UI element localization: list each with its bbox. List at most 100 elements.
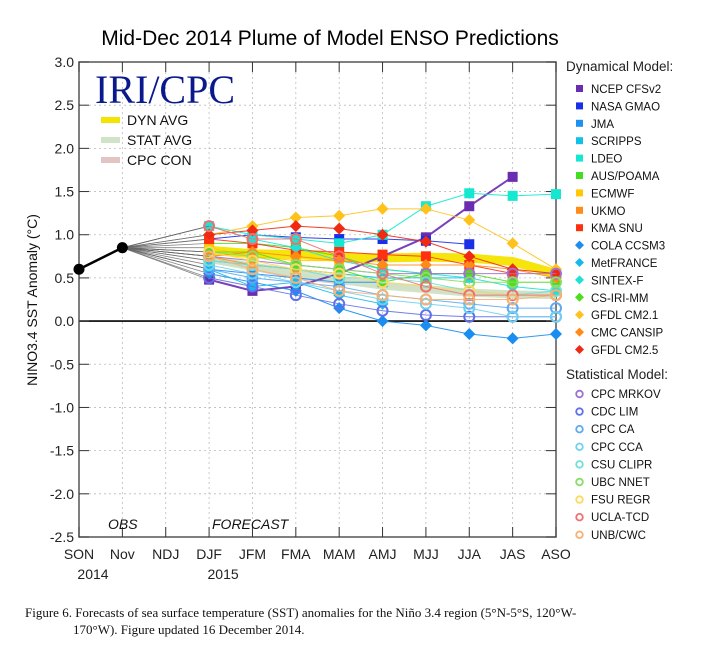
- legend-item-csu-clipr: CSU CLIPR: [575, 459, 652, 471]
- legend-item-jma: JMA: [576, 119, 614, 131]
- legend-marker: [575, 345, 584, 354]
- legend-label: SCRIPPS: [591, 136, 642, 148]
- legend-item-cdc-lim: CDC LIM: [575, 407, 638, 419]
- data-point: [246, 267, 259, 280]
- legend-item-unb-cwc: UNB/CWC: [575, 530, 646, 542]
- x-tick-label: JFM: [239, 546, 266, 562]
- data-point: [507, 190, 518, 201]
- data-point: [333, 271, 346, 284]
- legend-marker: [576, 154, 583, 162]
- legend-marker: [575, 310, 584, 320]
- data-point: [419, 309, 432, 322]
- obs-label: OBS: [108, 516, 138, 532]
- data-point: [506, 302, 519, 315]
- data-point: [419, 293, 432, 306]
- data-point: [463, 267, 476, 280]
- data-point: [246, 271, 259, 284]
- data-point: [550, 302, 562, 315]
- data-point: [246, 250, 259, 263]
- legend-label: UCLA-TCD: [591, 512, 649, 524]
- data-point: [203, 246, 216, 258]
- data-point: [419, 319, 432, 332]
- legend-label: UKMO: [591, 206, 626, 218]
- data-point: [246, 254, 259, 267]
- x-tick-label: ASO: [541, 546, 571, 562]
- legend-marker: [576, 224, 583, 232]
- legend-item-ldeo: LDEO: [576, 154, 622, 166]
- obs-connector: [122, 247, 210, 262]
- iri-cpc-logo: IRI/CPC: [95, 67, 235, 112]
- data-point: [289, 211, 302, 224]
- x-tick-label: DJF: [196, 546, 222, 562]
- data-point: [333, 267, 346, 280]
- data-point: [506, 276, 519, 289]
- data-point: [333, 222, 346, 235]
- legend-marker: [575, 240, 584, 250]
- y-tick-label: 1.0: [55, 227, 75, 243]
- series-line: [209, 238, 513, 275]
- legend-item-cpc-cca: CPC CCA: [575, 442, 643, 454]
- legend-label: COLA CCSM3: [591, 241, 665, 253]
- obs-connector: [122, 225, 210, 249]
- legend-marker: [576, 119, 583, 127]
- data-point: [203, 254, 216, 267]
- y-tick-label: -1.5: [50, 443, 74, 459]
- data-point: [203, 250, 216, 263]
- data-point: [463, 297, 476, 310]
- legend-marker: [575, 407, 584, 416]
- data-point: [506, 293, 519, 306]
- obs-connector: [122, 247, 210, 274]
- data-point: [333, 284, 346, 297]
- legend-item-ubc-nnet: UBC NNET: [575, 477, 650, 489]
- legend-label: CS-IRI-MM: [591, 293, 649, 305]
- obs-connector: [122, 247, 210, 279]
- legend-label: CPC CA: [591, 424, 635, 436]
- data-point: [246, 233, 259, 246]
- legend-marker: [576, 189, 583, 197]
- series-line: [208, 251, 556, 296]
- legend-marker: [576, 206, 583, 214]
- legend-label: CDC LIM: [591, 407, 638, 419]
- legend-label: UNB/CWC: [591, 530, 646, 542]
- data-point: [506, 267, 519, 280]
- legend-marker: [576, 102, 583, 110]
- data-point: [376, 276, 389, 289]
- data-point: [289, 233, 302, 246]
- legend-marker: [575, 327, 584, 337]
- observed-series: [73, 242, 128, 275]
- avg-legend-label: STAT AVG: [127, 132, 192, 148]
- legend-marker: [576, 85, 583, 92]
- data-point: [463, 328, 476, 341]
- legend-label: CPC CCA: [591, 442, 643, 454]
- data-point: [463, 258, 476, 271]
- data-point: [246, 258, 259, 271]
- model-legend: Dynamical Model: NCEP CFSv2 NASA GMAO JMA SC…: [566, 59, 673, 542]
- data-point: [376, 202, 389, 215]
- legend-item-scripps: SCRIPPS: [576, 136, 642, 148]
- data-point: [203, 263, 216, 276]
- x-tick-label: JJA: [458, 546, 482, 562]
- legend-item-ukmo: UKMO: [576, 206, 626, 218]
- data-point: [333, 297, 346, 310]
- data-point: [464, 239, 475, 250]
- legend-marker: [575, 513, 584, 522]
- data-point: [377, 249, 388, 260]
- x-tick-label: NDJ: [152, 546, 179, 562]
- legend-item-metfrance: MetFRANCE: [575, 258, 658, 270]
- x-axis: SON Nov NDJ DJF JFM FMA MAM AMJ MJJ JJA JAS ASO 2014…: [64, 62, 571, 582]
- observed-point: [116, 242, 128, 254]
- series-line: [208, 255, 557, 300]
- data-point: [203, 220, 216, 233]
- legend-label: MetFRANCE: [591, 258, 658, 270]
- data-point: [289, 250, 302, 263]
- avg-legend-label: DYN AVG: [127, 112, 188, 128]
- obs-connector: [122, 242, 210, 249]
- legend-item-ucla-tcd: UCLA-TCD: [575, 512, 649, 524]
- legend-marker: [575, 460, 584, 469]
- data-point: [333, 250, 346, 263]
- legend-item-cmc-cansip: CMC CANSIP: [575, 327, 664, 340]
- data-point: [463, 310, 476, 323]
- x-tick-label: Nov: [110, 546, 135, 562]
- data-point: [550, 284, 562, 297]
- data-point: [420, 251, 431, 262]
